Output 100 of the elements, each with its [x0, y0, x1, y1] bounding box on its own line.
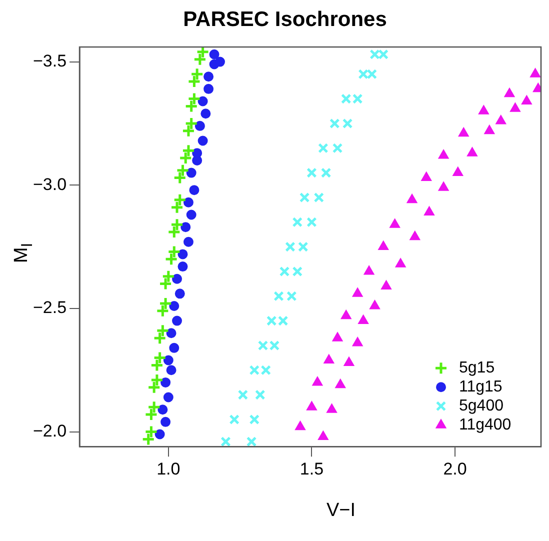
- point: [466, 147, 478, 156]
- point: [458, 127, 469, 137]
- point: [144, 425, 158, 439]
- point: [163, 392, 174, 402]
- point: [294, 420, 306, 430]
- point: [312, 376, 323, 386]
- point: [178, 249, 188, 260]
- point: [358, 68, 368, 80]
- point: [192, 148, 202, 158]
- point: [285, 242, 296, 252]
- point: [173, 193, 187, 207]
- point: [144, 408, 158, 422]
- point: [158, 296, 172, 310]
- point: [194, 120, 205, 131]
- point: [249, 364, 260, 376]
- point: [153, 331, 167, 345]
- point: [335, 378, 346, 388]
- point: [352, 94, 363, 104]
- point: [324, 354, 334, 364]
- point: [269, 340, 280, 351]
- point: [438, 182, 449, 191]
- point: [167, 244, 181, 258]
- point: [196, 47, 210, 59]
- point: [364, 265, 374, 275]
- point: [390, 218, 400, 228]
- point: [504, 88, 515, 98]
- point: [380, 280, 392, 290]
- x-tick-label: 1.5: [300, 459, 324, 478]
- point: [182, 144, 196, 158]
- point: [156, 324, 170, 338]
- point: [163, 355, 174, 366]
- point: [395, 258, 406, 268]
- point: [370, 49, 380, 60]
- point: [186, 168, 196, 178]
- point: [172, 316, 182, 326]
- y-tick-label: −3.5: [33, 51, 67, 70]
- legend-label: 5g400: [459, 398, 504, 415]
- point: [478, 105, 489, 114]
- point: [183, 236, 194, 247]
- point: [198, 96, 208, 106]
- point: [169, 342, 180, 353]
- legend-label: 11g400: [459, 416, 512, 434]
- point: [187, 92, 201, 106]
- point: [370, 300, 380, 310]
- point: [147, 380, 161, 394]
- point: [406, 194, 418, 204]
- point: [162, 270, 176, 284]
- point: [378, 49, 389, 60]
- point: [193, 52, 207, 66]
- point: [484, 124, 495, 134]
- point: [254, 390, 266, 400]
- point: [424, 206, 434, 216]
- point: [278, 316, 288, 326]
- x-tick-label: 2.0: [443, 459, 467, 478]
- point: [184, 116, 198, 130]
- point: [340, 94, 352, 104]
- point: [314, 192, 324, 203]
- point: [187, 74, 201, 88]
- point: [521, 95, 532, 105]
- point: [178, 262, 188, 272]
- point: [332, 142, 343, 154]
- point: [496, 115, 506, 124]
- point: [166, 328, 176, 338]
- point: [332, 332, 343, 342]
- point: [340, 310, 352, 320]
- y-tick-label: −2.0: [33, 421, 67, 440]
- point: [166, 365, 176, 376]
- point: [142, 432, 156, 446]
- point: [154, 429, 165, 440]
- point: [147, 400, 161, 414]
- point: [246, 436, 257, 447]
- chart-title: PARSEC Isochrones: [182, 8, 388, 32]
- point: [164, 252, 178, 266]
- point: [292, 216, 303, 228]
- point: [306, 401, 317, 410]
- point: [182, 124, 196, 138]
- y-tick-label: −3.0: [33, 174, 67, 194]
- point: [156, 304, 170, 318]
- point: [344, 356, 354, 366]
- point: [158, 277, 172, 291]
- point: [229, 414, 240, 425]
- point: [352, 288, 363, 297]
- point: [438, 150, 449, 159]
- point: [172, 274, 182, 284]
- point: [160, 416, 171, 427]
- point: [204, 84, 214, 94]
- point: [326, 404, 338, 413]
- point: [299, 192, 310, 203]
- point: [153, 351, 167, 365]
- legend-label: 11g15: [459, 378, 502, 396]
- point: [320, 168, 332, 178]
- point: [306, 168, 317, 178]
- legend-label: 5g15: [459, 360, 495, 377]
- point: [160, 377, 171, 388]
- x-axis-title: V−I: [325, 500, 357, 522]
- point: [215, 56, 225, 67]
- point: [150, 373, 164, 387]
- point: [204, 72, 214, 82]
- point: [176, 164, 190, 178]
- y-tick-label: −2.5: [33, 298, 67, 318]
